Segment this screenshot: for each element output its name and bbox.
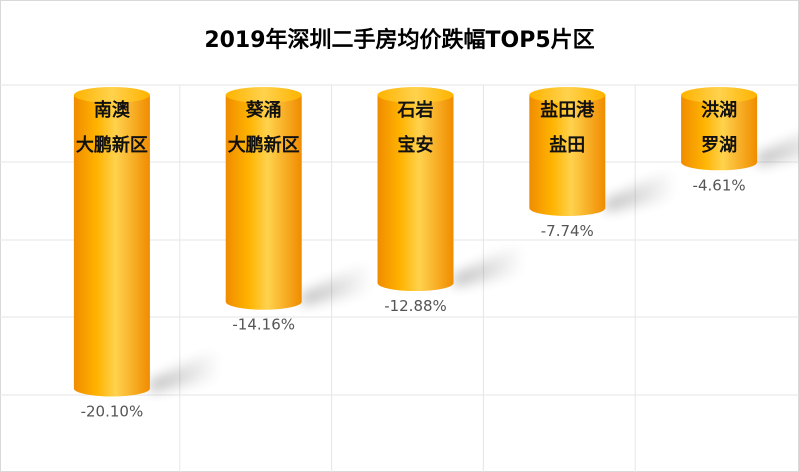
category-label: 葵涌 <box>245 100 282 121</box>
category-label: 洪湖 <box>701 99 737 121</box>
bar <box>529 95 606 217</box>
data-label: -20.10% <box>81 402 144 420</box>
bar-shadow <box>453 243 524 288</box>
bar <box>681 95 758 171</box>
bar-cap <box>73 87 150 103</box>
category-label: 盐田港 <box>540 99 595 121</box>
bar-cap <box>225 87 302 103</box>
bar-shadow <box>605 168 676 213</box>
category-label: 盐田 <box>549 134 585 156</box>
category-label: 罗湖 <box>701 135 737 156</box>
category-label: 大鹏新区 <box>228 134 300 156</box>
bar-shadow <box>757 135 799 167</box>
bar <box>377 95 454 292</box>
data-label: -12.88% <box>384 297 447 315</box>
bar-cap <box>681 87 758 103</box>
data-label: -7.74% <box>541 222 594 240</box>
bar-shadow <box>149 348 220 393</box>
category-label: 石岩 <box>397 99 434 121</box>
bar-shadow <box>301 261 372 306</box>
bar-cap <box>377 87 454 103</box>
bar <box>225 95 302 310</box>
category-label: 大鹏新区 <box>76 134 148 156</box>
data-label: -14.16% <box>232 316 295 334</box>
chart-title: 2019年深圳二手房均价跌幅TOP5片区 <box>204 28 595 53</box>
bar-cap <box>529 87 606 103</box>
category-label: 南澳 <box>94 99 131 121</box>
bar <box>73 95 150 397</box>
category-label: 宝安 <box>398 134 434 156</box>
data-label: -4.61% <box>693 176 746 194</box>
